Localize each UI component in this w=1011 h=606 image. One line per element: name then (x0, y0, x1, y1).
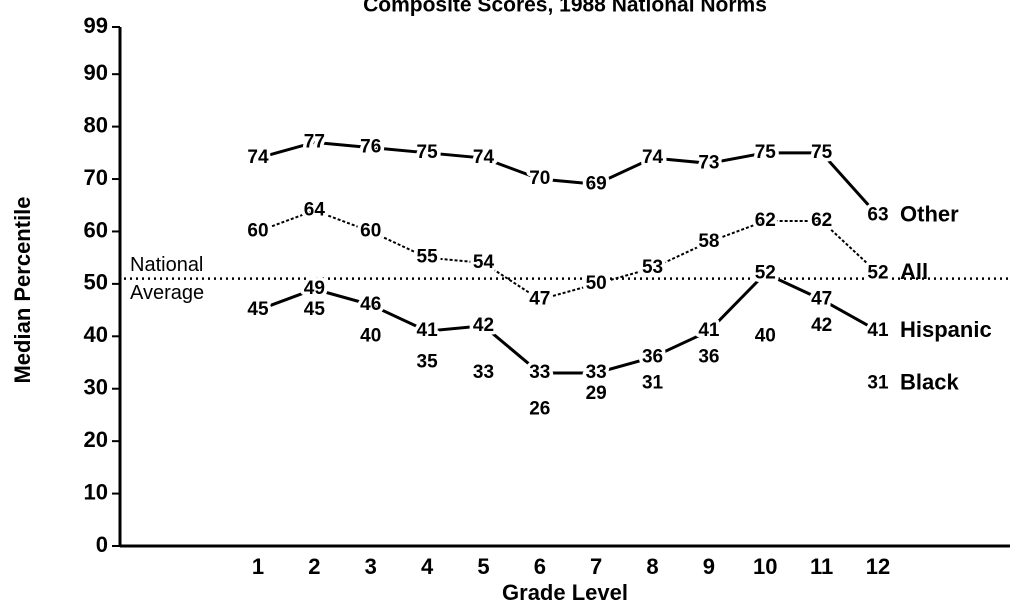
data-label: 76 (360, 137, 381, 158)
x-tick-label: 3 (365, 554, 377, 579)
x-tick-label: 12 (866, 554, 890, 579)
x-tick-label: 8 (646, 554, 658, 579)
data-label: 74 (642, 147, 664, 168)
data-label: 40 (360, 325, 381, 346)
data-label: 35 (417, 352, 439, 373)
data-label: 55 (417, 247, 439, 268)
data-label: 69 (586, 173, 607, 194)
x-tick-label: 5 (477, 554, 489, 579)
data-label: 33 (586, 362, 607, 383)
data-label: 41 (698, 320, 720, 341)
data-label: 50 (586, 273, 607, 294)
y-tick-label: 30 (84, 375, 108, 400)
series-line (257, 140, 880, 217)
data-label: 73 (698, 152, 719, 173)
y-tick-label: 60 (84, 217, 108, 242)
data-label: 52 (867, 262, 888, 283)
data-label: 49 (304, 278, 325, 299)
y-tick-label: 99 (84, 13, 108, 38)
data-label: 45 (247, 299, 269, 320)
data-label: 75 (417, 142, 439, 163)
y-tick-label: 40 (84, 322, 108, 347)
reference-label: Average (130, 282, 204, 304)
series-line (257, 271, 879, 375)
legend-label: Other (900, 202, 959, 227)
data-label: 41 (417, 320, 439, 341)
data-label: 41 (867, 320, 889, 341)
data-label: 60 (360, 220, 381, 241)
y-tick-label: 90 (84, 60, 108, 85)
data-label: 40 (755, 325, 776, 346)
x-axis-label: Grade Level (502, 580, 628, 605)
data-label: 46 (360, 294, 381, 315)
data-label: 63 (867, 205, 888, 226)
data-label: 74 (247, 147, 269, 168)
legend-label: Black (900, 369, 959, 394)
data-label: 31 (642, 373, 664, 394)
data-label: 36 (698, 346, 719, 367)
y-tick-label: 0 (96, 532, 108, 557)
data-label: 62 (811, 210, 832, 231)
data-label: 58 (698, 231, 719, 252)
data-label: 31 (867, 373, 889, 394)
data-label: 60 (247, 220, 268, 241)
data-label: 64 (304, 200, 326, 221)
data-label: 70 (529, 168, 550, 189)
data-label: 74 (473, 147, 495, 168)
data-label: 62 (755, 210, 776, 231)
data-label: 75 (755, 142, 777, 163)
x-tick-label: 4 (421, 554, 434, 579)
data-label: 77 (304, 131, 325, 152)
data-label: 47 (529, 289, 550, 310)
x-tick-label: 2 (308, 554, 320, 579)
y-tick-label: 20 (84, 427, 108, 452)
data-label: 53 (642, 257, 663, 278)
y-tick-label: 50 (84, 270, 108, 295)
reference-label: National (130, 254, 203, 276)
y-tick-label: 70 (84, 165, 108, 190)
data-label: 45 (247, 299, 269, 320)
data-label: 33 (473, 362, 494, 383)
data-label: 33 (529, 362, 550, 383)
y-tick-label: 80 (84, 112, 108, 137)
data-label: 54 (473, 252, 495, 273)
legend-label: Hispanic (900, 317, 992, 342)
data-label: 42 (811, 315, 832, 336)
data-label: 42 (473, 315, 494, 336)
legend-label: All (900, 259, 928, 284)
x-tick-label: 9 (703, 554, 715, 579)
data-label: 47 (811, 289, 832, 310)
x-tick-label: 6 (534, 554, 546, 579)
x-tick-label: 11 (810, 554, 833, 579)
data-label: 36 (642, 346, 663, 367)
x-tick-label: 7 (590, 554, 602, 579)
data-label: 75 (811, 142, 833, 163)
series-line (257, 209, 879, 301)
y-tick-label: 10 (84, 479, 108, 504)
y-axis-label: Median Percentile (10, 196, 35, 383)
data-label: 29 (586, 383, 607, 404)
data-label: 26 (529, 399, 550, 420)
x-tick-label: 10 (753, 554, 777, 579)
data-label: 52 (755, 262, 776, 283)
chart-title: Composite Scores, 1988 National Norms (363, 0, 767, 17)
x-tick-label: 1 (252, 554, 264, 579)
data-label: 45 (304, 299, 326, 320)
